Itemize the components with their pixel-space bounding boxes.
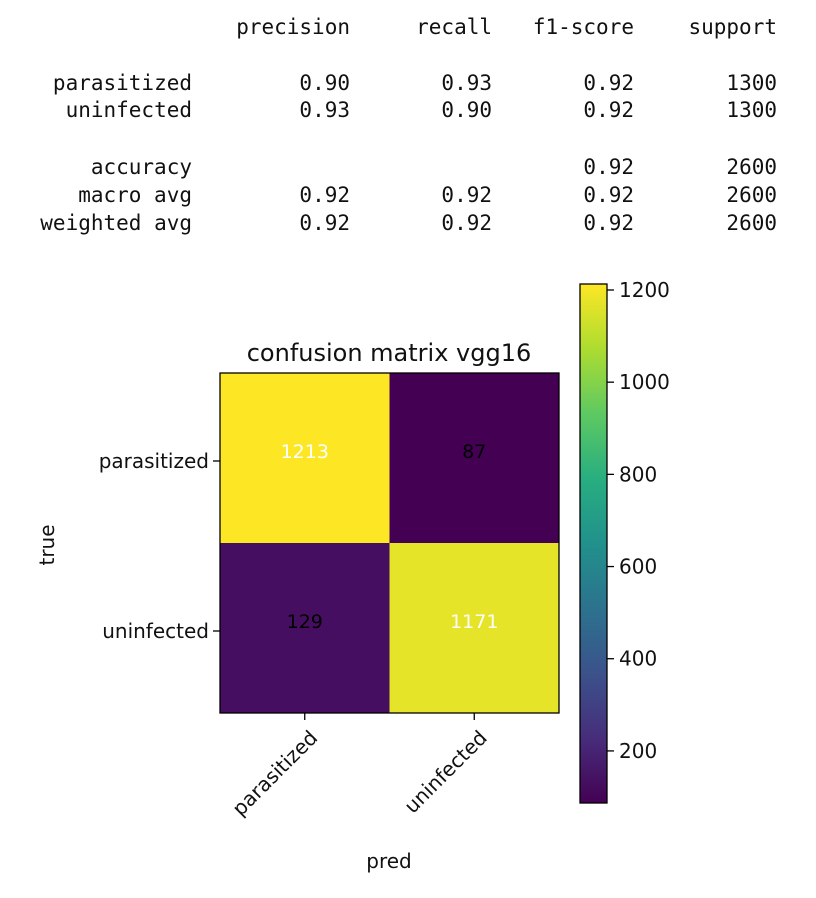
- x-tick-label: uninfected: [399, 726, 491, 818]
- report-row-label: parasitized: [52, 71, 192, 95]
- chart-title: confusion matrix vgg16: [247, 339, 532, 367]
- report-header-recall: recall: [416, 15, 492, 39]
- report-cell: 0.92: [441, 211, 492, 235]
- matrix-cell-uninfected-uninfected: [389, 543, 560, 714]
- report-cell: 0.92: [299, 183, 350, 207]
- report-row-label: macro avg: [78, 183, 192, 207]
- report-row-label: weighted avg: [40, 211, 192, 235]
- report-row-label: uninfected: [65, 98, 192, 122]
- matrix-cell-parasitized-uninfected: [389, 373, 560, 544]
- colorbar-tick-label: 800: [619, 462, 657, 486]
- report-cell: 0.92: [441, 183, 492, 207]
- y-tick-label: parasitized: [99, 449, 209, 473]
- matrix-cell-value: 1213: [281, 441, 329, 463]
- report-cell: 0.92: [583, 155, 634, 179]
- y-axis-label: true: [35, 524, 59, 565]
- y-tick-label: uninfected: [102, 619, 209, 643]
- x-axis-label: pred: [366, 849, 411, 873]
- report-cell: 0.92: [299, 211, 350, 235]
- report-cell: 0.90: [299, 71, 350, 95]
- report-cell: 0.90: [441, 98, 492, 122]
- report-cell: 0.93: [299, 98, 350, 122]
- report-cell: 0.92: [583, 71, 634, 95]
- report-cell: 2600: [726, 211, 777, 235]
- classification-report: precision recall f1-score support parasitize…: [0, 0, 816, 250]
- matrix-cell-labels: 1213 87 129 1171: [281, 441, 499, 633]
- report-cell: 0.92: [583, 211, 634, 235]
- report-cell: 0.92: [583, 183, 634, 207]
- report-row-label: accuracy: [90, 155, 192, 179]
- colorbar: [579, 283, 608, 804]
- matrix-cell-parasitized-parasitized: [220, 373, 390, 544]
- report-cell: 1300: [726, 98, 777, 122]
- matrix-cell-value: 1171: [450, 611, 498, 633]
- report-cell: 2600: [726, 183, 777, 207]
- report-cell: 2600: [726, 155, 777, 179]
- matrix-frame: [219, 372, 560, 714]
- matrix-cell-value: 87: [462, 441, 486, 463]
- colorbar-tick-label: 400: [619, 647, 657, 671]
- report-header-precision: precision: [236, 15, 350, 39]
- report-cell: 1300: [726, 71, 777, 95]
- report-cell: 0.92: [583, 98, 634, 122]
- colorbar-tick-label: 1000: [619, 370, 670, 394]
- report-header-f1-score: f1-score: [532, 15, 634, 39]
- colorbar-tick-label: 600: [619, 555, 657, 579]
- x-axis-ticks: parasitized uninfected: [227, 713, 492, 821]
- colorbar-tick-label: 1200: [619, 278, 670, 302]
- matrix-cell-uninfected-parasitized: [220, 543, 390, 714]
- colorbar-ticks: 200 400 600 800 1000 1200: [607, 278, 670, 763]
- x-tick-label: parasitized: [227, 726, 322, 821]
- report-cell: 0.93: [441, 71, 492, 95]
- report-header-support: support: [688, 15, 777, 39]
- y-axis-ticks: parasitized uninfected: [99, 449, 220, 643]
- matrix-cells: [220, 373, 560, 714]
- matrix-cell-value: 129: [287, 611, 323, 633]
- colorbar-tick-label: 200: [619, 739, 657, 763]
